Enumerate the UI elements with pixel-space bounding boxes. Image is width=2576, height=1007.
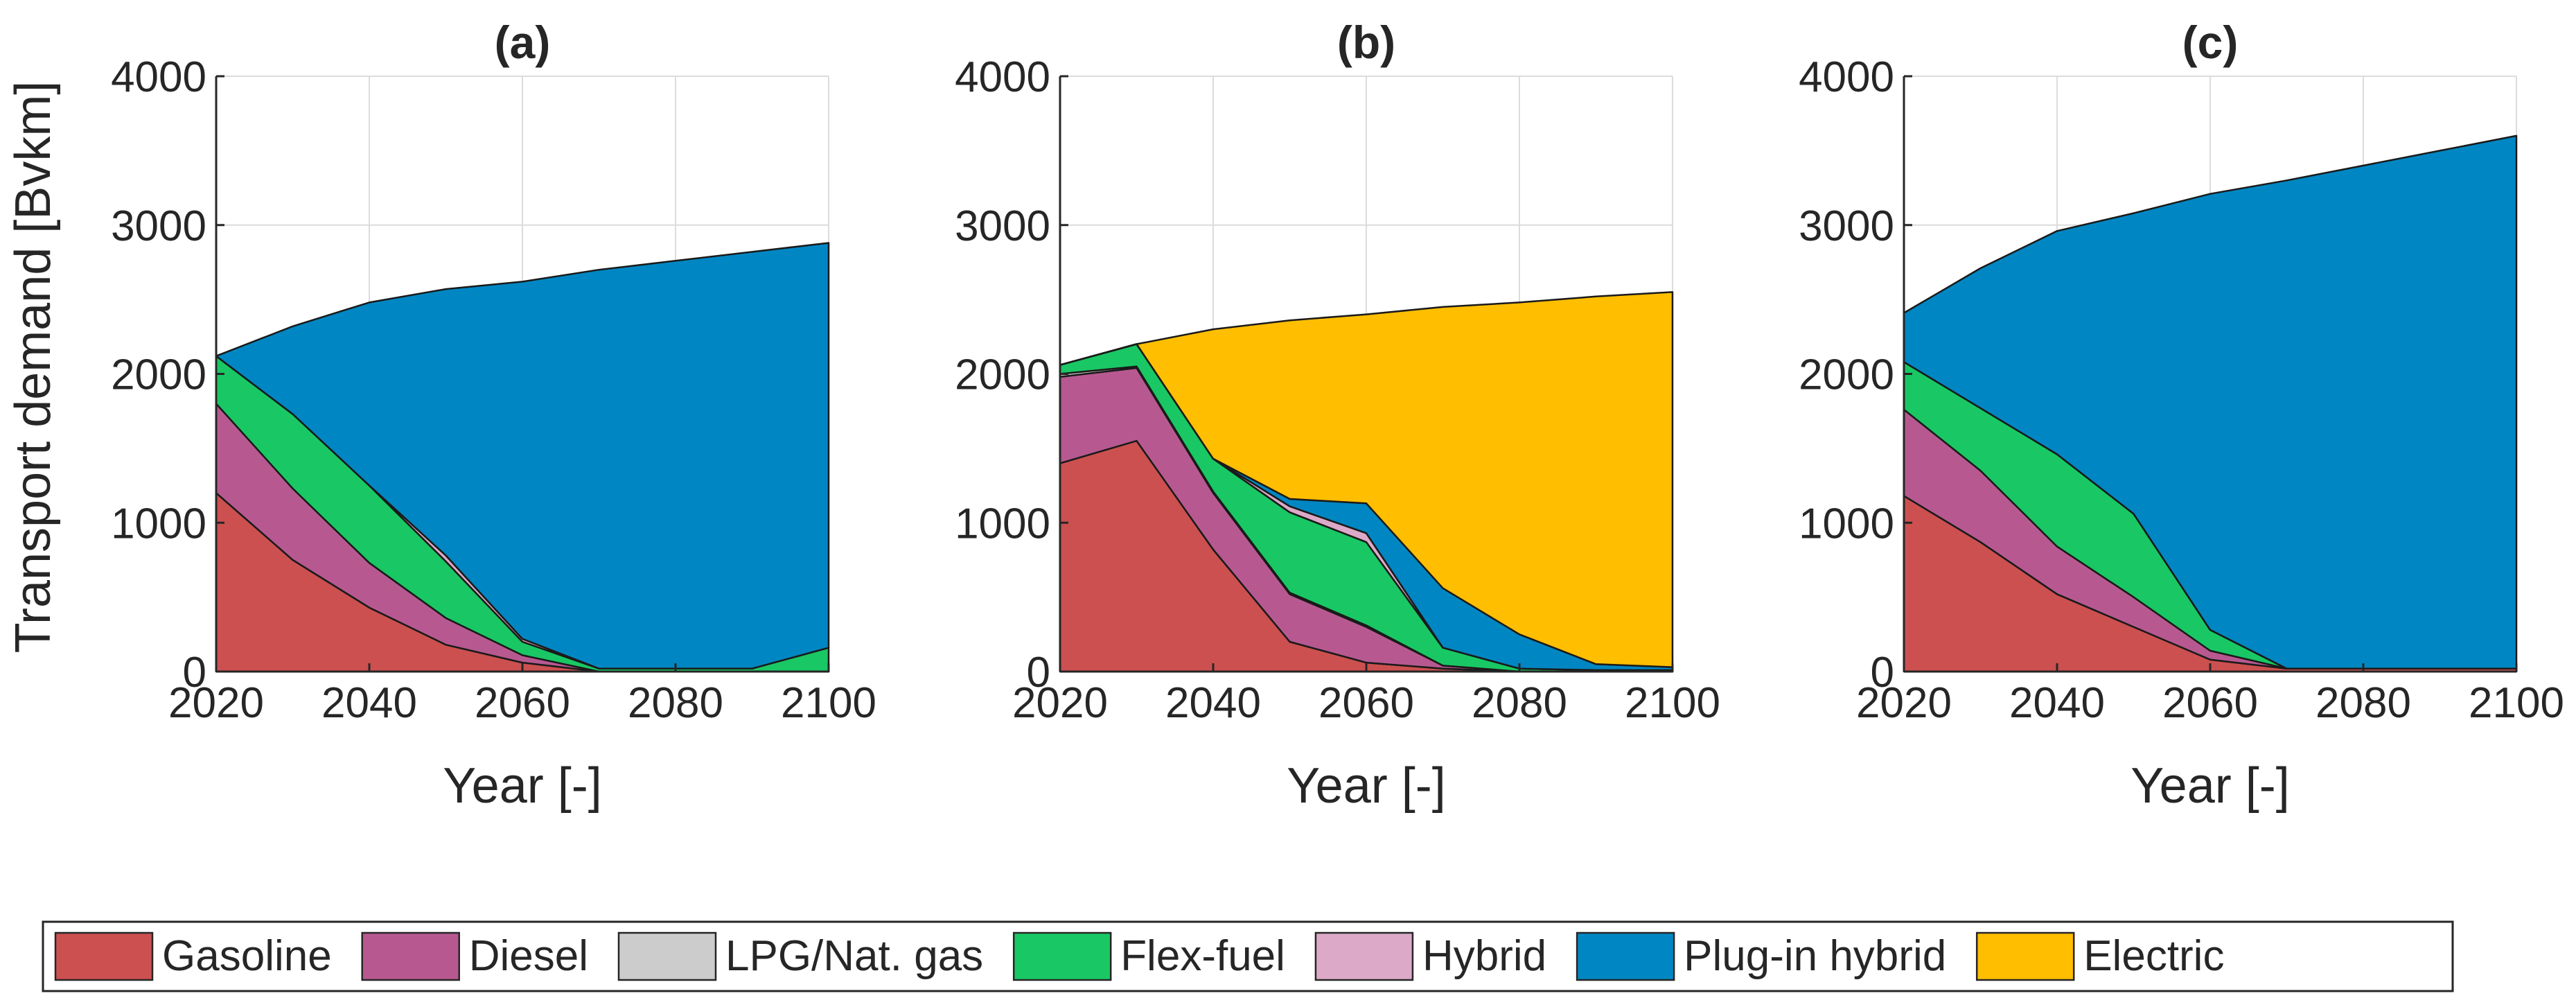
legend-label: Hybrid	[1422, 932, 1546, 980]
area-electric	[1059, 291, 1674, 668]
x-tick-label: 2060	[475, 679, 570, 727]
legend-swatch	[361, 931, 460, 981]
legend-swatch	[617, 931, 717, 981]
legend-label: Flex-fuel	[1120, 932, 1285, 980]
legend-swatch	[1012, 931, 1112, 981]
legend-label: Electric	[2083, 932, 2224, 980]
x-tick-label: 2040	[321, 679, 417, 727]
panel-title: (a)	[495, 17, 551, 68]
y-tick-label: 1000	[111, 500, 206, 548]
y-tick-label: 0	[183, 649, 206, 697]
legend-item-flex-fuel: Flex-fuel	[1012, 931, 1285, 981]
x-tick-label: 2100	[2469, 679, 2564, 727]
y-axis-label: Transport demand [Bvkm]	[6, 81, 61, 654]
y-tick-label: 0	[1871, 649, 1894, 697]
y-tick-label: 2000	[955, 351, 1050, 399]
legend-label: Plug-in hybrid	[1684, 932, 1946, 980]
legend-label: Diesel	[469, 932, 588, 980]
legend-item-lpg-nat-gas: LPG/Nat. gas	[617, 931, 983, 981]
x-tick-label: 2020	[1012, 679, 1108, 727]
x-tick-label: 2020	[1856, 679, 1952, 727]
x-tick-label: 2040	[1165, 679, 1261, 727]
legend-item-plug-in-hybrid: Plug-in hybrid	[1576, 931, 1946, 981]
y-tick-label: 3000	[1799, 202, 1894, 250]
panel-title: (b)	[1337, 17, 1395, 68]
y-tick-label: 1000	[955, 500, 1050, 548]
y-tick-label: 0	[1027, 649, 1050, 697]
legend-swatch	[1576, 931, 1675, 981]
x-axis-label: Year [-]	[1287, 758, 1445, 814]
y-tick-label: 1000	[1799, 500, 1894, 548]
panel-b: 2020 2040 2060 2080 2100 0 1000 2000 3000 4000 (b…	[955, 17, 1720, 814]
legend-item-diesel: Diesel	[361, 931, 588, 981]
x-axis-label: Year [-]	[2131, 758, 2289, 814]
y-tick-label: 3000	[955, 202, 1050, 250]
x-tick-label: 2020	[168, 679, 264, 727]
x-tick-label: 2060	[2162, 679, 2258, 727]
x-tick-label: 2060	[1318, 679, 1414, 727]
x-tick-label: 2080	[2315, 679, 2411, 727]
legend-item-gasoline: Gasoline	[54, 931, 332, 981]
legend-swatch	[1975, 931, 2075, 981]
x-axis-label: Year [-]	[443, 758, 601, 814]
panel-title: (c)	[2182, 17, 2239, 68]
y-tick-label: 4000	[955, 53, 1050, 101]
x-tick-label: 2080	[1472, 679, 1567, 727]
y-tick-label: 3000	[111, 202, 206, 250]
panel-a: 2020 2040 2060 2080 2100 0 1000 2000 3000 4000 (a…	[6, 17, 876, 814]
x-tick-label: 2100	[781, 679, 876, 727]
legend-label: Gasoline	[162, 932, 332, 980]
legend-swatch	[1314, 931, 1414, 981]
y-tick-label: 4000	[111, 53, 206, 101]
y-tick-label: 2000	[111, 351, 206, 399]
x-tick-label: 2100	[1625, 679, 1720, 727]
x-tick-label: 2040	[2009, 679, 2105, 727]
legend-item-hybrid: Hybrid	[1314, 931, 1546, 981]
legend: Gasoline Diesel LPG/Nat. gas Flex-fuel Hybri…	[42, 920, 2454, 992]
legend-item-electric: Electric	[1975, 931, 2224, 981]
legend-swatch	[54, 931, 154, 981]
area-plug-in-hybrid	[215, 242, 830, 669]
y-tick-label: 2000	[1799, 351, 1894, 399]
y-tick-label: 4000	[1799, 53, 1894, 101]
legend-label: LPG/Nat. gas	[725, 932, 983, 980]
panel-c: 2020 2040 2060 2080 2100 0 1000 2000 3000 4000 (c…	[1799, 17, 2564, 814]
x-tick-label: 2080	[628, 679, 723, 727]
